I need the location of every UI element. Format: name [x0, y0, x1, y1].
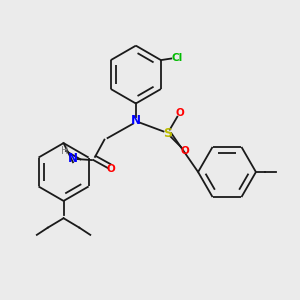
Text: Cl: Cl [172, 52, 183, 63]
Text: O: O [106, 164, 115, 175]
Text: S: S [163, 127, 172, 140]
Text: N: N [68, 152, 78, 165]
Text: H: H [61, 146, 69, 156]
Text: O: O [176, 108, 184, 118]
Text: O: O [180, 146, 189, 156]
Text: N: N [131, 114, 141, 127]
